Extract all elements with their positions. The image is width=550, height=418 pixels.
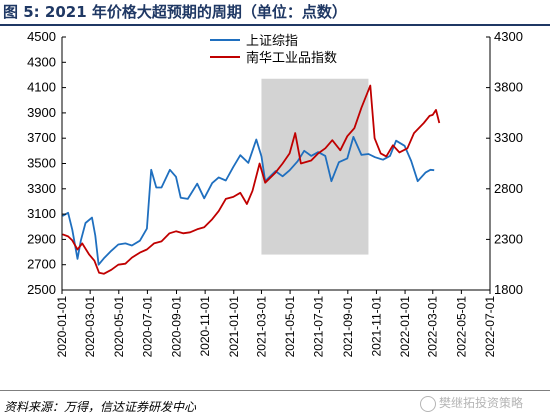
title-underline <box>0 24 550 26</box>
x-tick-label: 2022-07-01 <box>483 296 497 358</box>
watermark-text: 樊继拓投资策略 <box>439 396 524 410</box>
y-right-tick-label: 3300 <box>494 130 523 145</box>
y-right-tick-label: 2300 <box>494 231 523 246</box>
legend-label: 上证综指 <box>246 34 298 49</box>
bottom-rule <box>0 390 550 391</box>
x-tick-label: 2021-09-01 <box>341 296 355 358</box>
y-right-tick-label: 3800 <box>494 80 523 95</box>
shaded-region <box>261 78 369 255</box>
x-tick-label: 2020-05-01 <box>112 296 126 358</box>
y-left-tick-label: 3100 <box>27 206 56 221</box>
y-left-tick-label: 2500 <box>27 282 56 297</box>
source-note: 资料来源：万得，信达证券研发中心 <box>4 400 197 414</box>
y-left-tick-label: 3500 <box>27 156 56 171</box>
x-tick-label: 2022-01-01 <box>398 296 412 358</box>
x-tick-label: 2021-03-01 <box>254 296 268 358</box>
x-tick-label: 2022-05-01 <box>454 296 468 358</box>
y-right-tick-label: 1800 <box>494 282 523 297</box>
y-left-tick-label: 4500 <box>27 29 56 44</box>
y-left-tick-label: 2700 <box>27 257 56 272</box>
series-line-nanhua-industrial <box>62 84 441 275</box>
x-tick-label: 2021-05-01 <box>283 296 297 358</box>
y-left-tick-label: 4300 <box>27 54 56 69</box>
chart: 2500 2700 2900 3100 3300 3500 3700 3900 4100 4300… <box>27 29 523 358</box>
series-line-shanghai-composite <box>62 135 435 266</box>
x-tick-label: 2021-07-01 <box>312 296 326 358</box>
x-tick-label: 2022-03-01 <box>426 296 440 358</box>
y-left-tick-label: 4100 <box>27 80 56 95</box>
x-tick-label: 2021-01-01 <box>227 296 241 358</box>
y-right-tick-label: 2800 <box>494 181 523 196</box>
y-left-tick-label: 2900 <box>27 231 56 246</box>
watermark: 樊继拓投资策略 <box>420 394 523 412</box>
figure-title: 图 5: 2021 年价格大超预期的周期（单位：点数） <box>3 3 347 21</box>
y-left-tick-label: 3900 <box>27 105 56 120</box>
x-tick-label: 2021-11-01 <box>369 296 383 357</box>
x-tick-label: 2020-11-01 <box>198 296 212 357</box>
legend-label: 南华工业品指数 <box>246 50 337 66</box>
x-tick-label: 2020-07-01 <box>140 296 154 358</box>
x-tick-label: 2020-09-01 <box>170 296 184 358</box>
y-left-tick-label: 3700 <box>27 130 56 145</box>
x-tick-label: 2020-03-01 <box>83 296 97 358</box>
x-tick-label: 2020-01-01 <box>55 296 69 358</box>
y-right-tick-label: 4300 <box>494 29 523 44</box>
y-left-tick-label: 3300 <box>27 181 56 196</box>
watermark-logo-icon <box>420 395 436 412</box>
